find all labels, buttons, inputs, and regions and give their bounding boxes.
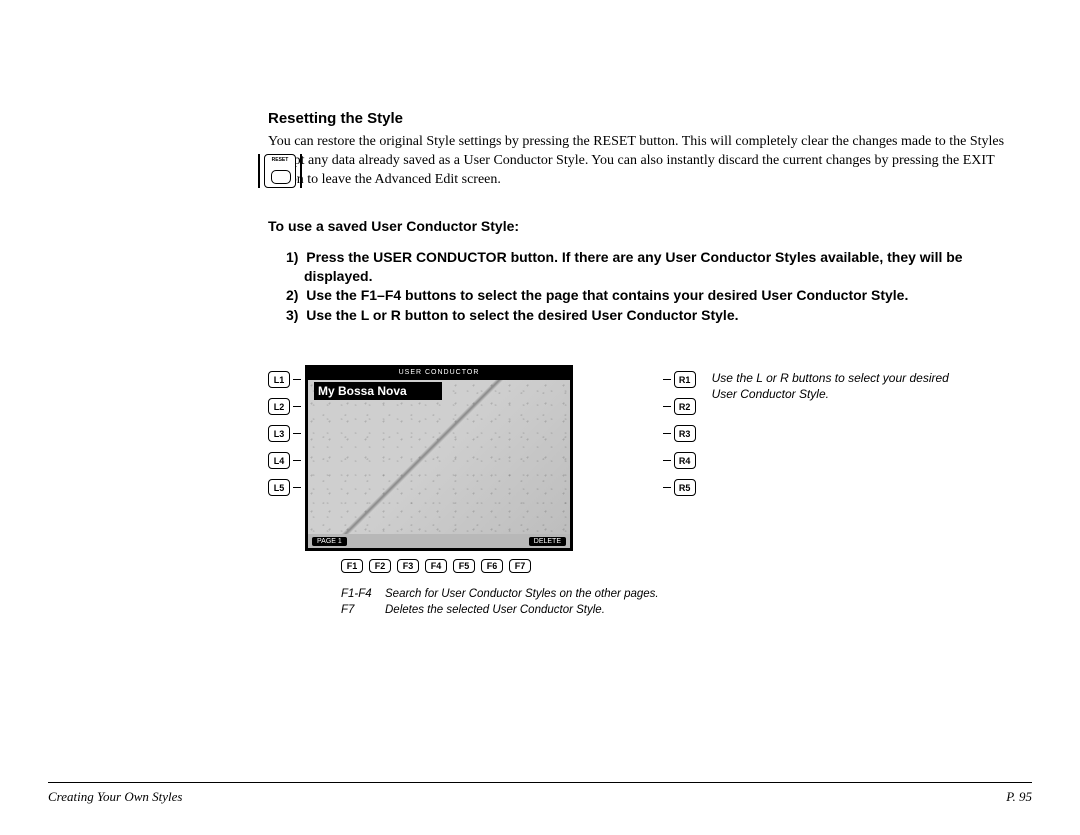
footer-left: Creating Your Own Styles: [48, 789, 182, 805]
bottom-captions: F1-F4Search for User Conductor Styles on…: [341, 587, 659, 618]
lcd-screen: USER CONDUCTOR My Bossa Nova PAGE 1 DELE…: [305, 365, 573, 551]
step-2: 2) Use the F1–F4 buttons to select the p…: [286, 286, 1020, 305]
screen-and-fkeys: USER CONDUCTOR My Bossa Nova PAGE 1 DELE…: [305, 365, 659, 618]
screen-footer-left: PAGE 1: [312, 537, 347, 546]
key-l4: L4: [268, 452, 290, 469]
key-l3: L3: [268, 425, 290, 442]
procedure-heading: To use a saved User Conductor Style:: [268, 218, 1020, 234]
step-1: 1) Press the USER CONDUCTOR button. If t…: [286, 248, 1020, 286]
side-caption: Use the L or R buttons to select your de…: [712, 371, 972, 402]
key-f2: F2: [369, 559, 391, 573]
screen-title: My Bossa Nova: [314, 382, 442, 400]
key-l5: L5: [268, 479, 290, 496]
key-r4: R4: [674, 452, 696, 469]
key-f6: F6: [481, 559, 503, 573]
section-body: You can restore the original Style setti…: [268, 133, 1020, 190]
procedure-steps: 1) Press the USER CONDUCTOR button. If t…: [268, 248, 1020, 326]
key-r2: R2: [674, 398, 696, 415]
key-f1: F1: [341, 559, 363, 573]
key-f5: F5: [453, 559, 475, 573]
content: Resetting the Style You can restore the …: [268, 110, 1020, 618]
page-footer: Creating Your Own Styles P. 95: [48, 782, 1032, 805]
f-keys: F1 F2 F3 F4 F5 F6 F7: [341, 559, 659, 573]
key-l1: L1: [268, 371, 290, 388]
figure-area: L1 L2 L3 L4 L5 USER CONDUCTOR My Bossa N…: [268, 365, 1020, 618]
reset-icon-label: RESET: [265, 157, 295, 163]
caption-b-text: Deletes the selected User Conductor Styl…: [385, 604, 605, 616]
key-f7: F7: [509, 559, 531, 573]
key-f4: F4: [425, 559, 447, 573]
key-l2: L2: [268, 398, 290, 415]
caption-b-label: F7: [341, 603, 385, 619]
key-r1: R1: [674, 371, 696, 388]
left-buttons: L1 L2 L3 L4 L5: [268, 371, 301, 496]
key-r3: R3: [674, 425, 696, 442]
step-3: 3) Use the L or R button to select the d…: [286, 306, 1020, 325]
footer-right: P. 95: [1006, 789, 1032, 805]
section-title: Resetting the Style: [268, 110, 1020, 127]
document-page: RESET Resetting the Style You can restor…: [0, 0, 1080, 835]
reset-button-icon: RESET: [258, 152, 302, 188]
screen-footer-right: DELETE: [529, 537, 566, 546]
key-f3: F3: [397, 559, 419, 573]
screen-footer: PAGE 1 DELETE: [308, 534, 570, 548]
caption-a-text: Search for User Conductor Styles on the …: [385, 588, 659, 600]
right-buttons: R1 R2 R3 R4 R5: [663, 371, 696, 496]
screen-header: USER CONDUCTOR: [308, 368, 570, 380]
panel-column: L1 L2 L3 L4 L5 USER CONDUCTOR My Bossa N…: [268, 365, 696, 618]
caption-a-label: F1-F4: [341, 587, 385, 603]
key-r5: R5: [674, 479, 696, 496]
